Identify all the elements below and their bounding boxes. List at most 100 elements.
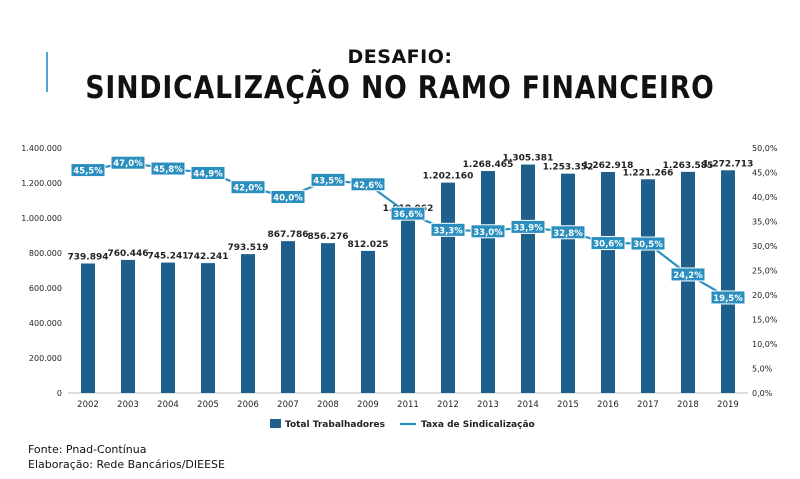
line-value-label: 44,9%: [193, 169, 223, 179]
x-tick-label: 2012: [437, 400, 459, 410]
bar: [481, 171, 495, 393]
y-left-tick-label: 0: [57, 389, 62, 398]
line-value-label: 32,8%: [553, 229, 583, 239]
bar-value-label: 1.268.465: [463, 160, 514, 170]
line-value-label: 30,5%: [633, 240, 663, 250]
y-right-tick-label: 50,0%: [752, 144, 778, 153]
line-value-box: [510, 219, 546, 234]
line-value-box: [70, 163, 106, 178]
bar-value-label: 793.519: [228, 243, 269, 253]
x-tick-label: 2006: [237, 400, 259, 410]
line-value-label: 19,5%: [713, 294, 743, 304]
line-value-box: [550, 225, 586, 240]
y-left-tick-label: 600.000: [29, 284, 62, 293]
line-value-label: 45,8%: [153, 165, 183, 175]
bar: [161, 262, 175, 393]
line-value-box: [350, 177, 386, 192]
bar: [561, 173, 575, 393]
y-right-tick-label: 20,0%: [752, 291, 778, 300]
line-value-label: 33,0%: [473, 228, 503, 238]
line-value-box: [470, 224, 506, 239]
bar: [641, 179, 655, 393]
bar-value-label: 1.221.266: [623, 168, 674, 178]
source-note: Fonte: Pnad-Contínua: [28, 443, 147, 456]
bar: [241, 254, 255, 393]
title-prefix: DESAFIO:: [347, 46, 453, 68]
bar-value-label: 1.263.585: [663, 161, 714, 171]
y-left-tick-label: 800.000: [29, 249, 62, 258]
y-left-tick-label: 1.400.000: [21, 144, 62, 153]
y-right-tick-label: 0,0%: [752, 389, 773, 398]
line-value-box: [710, 290, 746, 305]
bar: [441, 182, 455, 393]
bar-value-label: 760.446: [108, 249, 149, 259]
x-tick-label: 2009: [357, 400, 379, 410]
y-right-tick-label: 15,0%: [752, 316, 778, 325]
line-value-label: 47,0%: [113, 159, 143, 169]
y-right-tick-label: 10,0%: [752, 340, 778, 349]
bar: [681, 171, 695, 393]
bar: [361, 250, 375, 393]
line-value-box: [630, 236, 666, 251]
y-right-tick-label: 5,0%: [752, 365, 773, 374]
bar-value-label: 1.272.713: [703, 159, 754, 169]
y-left-tick-label: 400.000: [29, 319, 62, 328]
bar: [81, 263, 95, 393]
x-tick-label: 2003: [117, 400, 139, 410]
accent-bar: [46, 52, 48, 92]
legend-bar-label: Total Trabalhadores: [285, 420, 385, 430]
bar-value-label: 867.786: [268, 230, 309, 240]
legend-line-label: Taxa de Sindicalização: [421, 420, 535, 430]
x-tick-label: 2002: [77, 400, 99, 410]
x-tick-label: 2014: [517, 400, 539, 410]
bar-value-label: 1.253.352: [543, 163, 594, 173]
line-value-box: [230, 180, 266, 195]
line-value-label: 24,2%: [673, 271, 703, 281]
x-tick-label: 2005: [197, 400, 219, 410]
y-right-tick-label: 30,0%: [752, 242, 778, 251]
line-value-box: [270, 190, 306, 204]
x-tick-label: 2007: [277, 400, 299, 410]
line-value-box: [670, 267, 706, 282]
y-left-tick-label: 200.000: [29, 354, 62, 363]
line-value-box: [150, 161, 186, 176]
bar: [521, 164, 535, 393]
line-value-label: 30,6%: [593, 240, 623, 250]
elaboration-note: Elaboração: Rede Bancários/DIEESE: [28, 458, 225, 471]
line-value-label: 45,5%: [73, 167, 103, 177]
bar-value-label: 739.894: [68, 253, 109, 263]
x-tick-label: 2019: [717, 400, 739, 410]
line-value-box: [590, 236, 626, 251]
y-left-tick-label: 1.200.000: [21, 179, 62, 188]
bar: [201, 263, 215, 393]
bar-value-label: 812.025: [348, 240, 389, 250]
line-value-box: [310, 172, 346, 187]
bar: [121, 259, 135, 393]
y-right-tick-label: 45,0%: [752, 169, 778, 178]
page-title: SINDICALIZAÇÃO NO RAMO FINANCEIRO: [85, 70, 715, 106]
line-value-box: [430, 222, 466, 237]
x-tick-label: 2011: [397, 400, 419, 410]
bar-value-label: 745.241: [148, 252, 189, 262]
line-value-label: 33,3%: [433, 226, 463, 236]
line-value-label: 42,6%: [353, 181, 383, 191]
x-tick-label: 2004: [157, 400, 179, 410]
line-value-box: [110, 155, 146, 170]
line-value-label: 43,5%: [313, 176, 343, 186]
bar-value-label: 1.202.160: [423, 172, 474, 182]
bar-value-label: 1.305.381: [503, 154, 554, 164]
line-value-label: 40,0%: [273, 194, 303, 204]
bar-value-label: 856.276: [308, 232, 349, 242]
line-value-label: 36,6%: [393, 210, 423, 220]
x-tick-label: 2008: [317, 400, 339, 410]
bar: [281, 241, 295, 393]
line-value-label: 33,9%: [513, 223, 543, 233]
bar: [721, 170, 735, 393]
bar-value-label: 1.262.918: [583, 161, 634, 171]
x-tick-label: 2017: [637, 400, 659, 410]
line-value-box: [390, 206, 426, 221]
bar: [401, 214, 415, 393]
x-tick-label: 2013: [477, 400, 499, 410]
x-tick-label: 2018: [677, 400, 699, 410]
